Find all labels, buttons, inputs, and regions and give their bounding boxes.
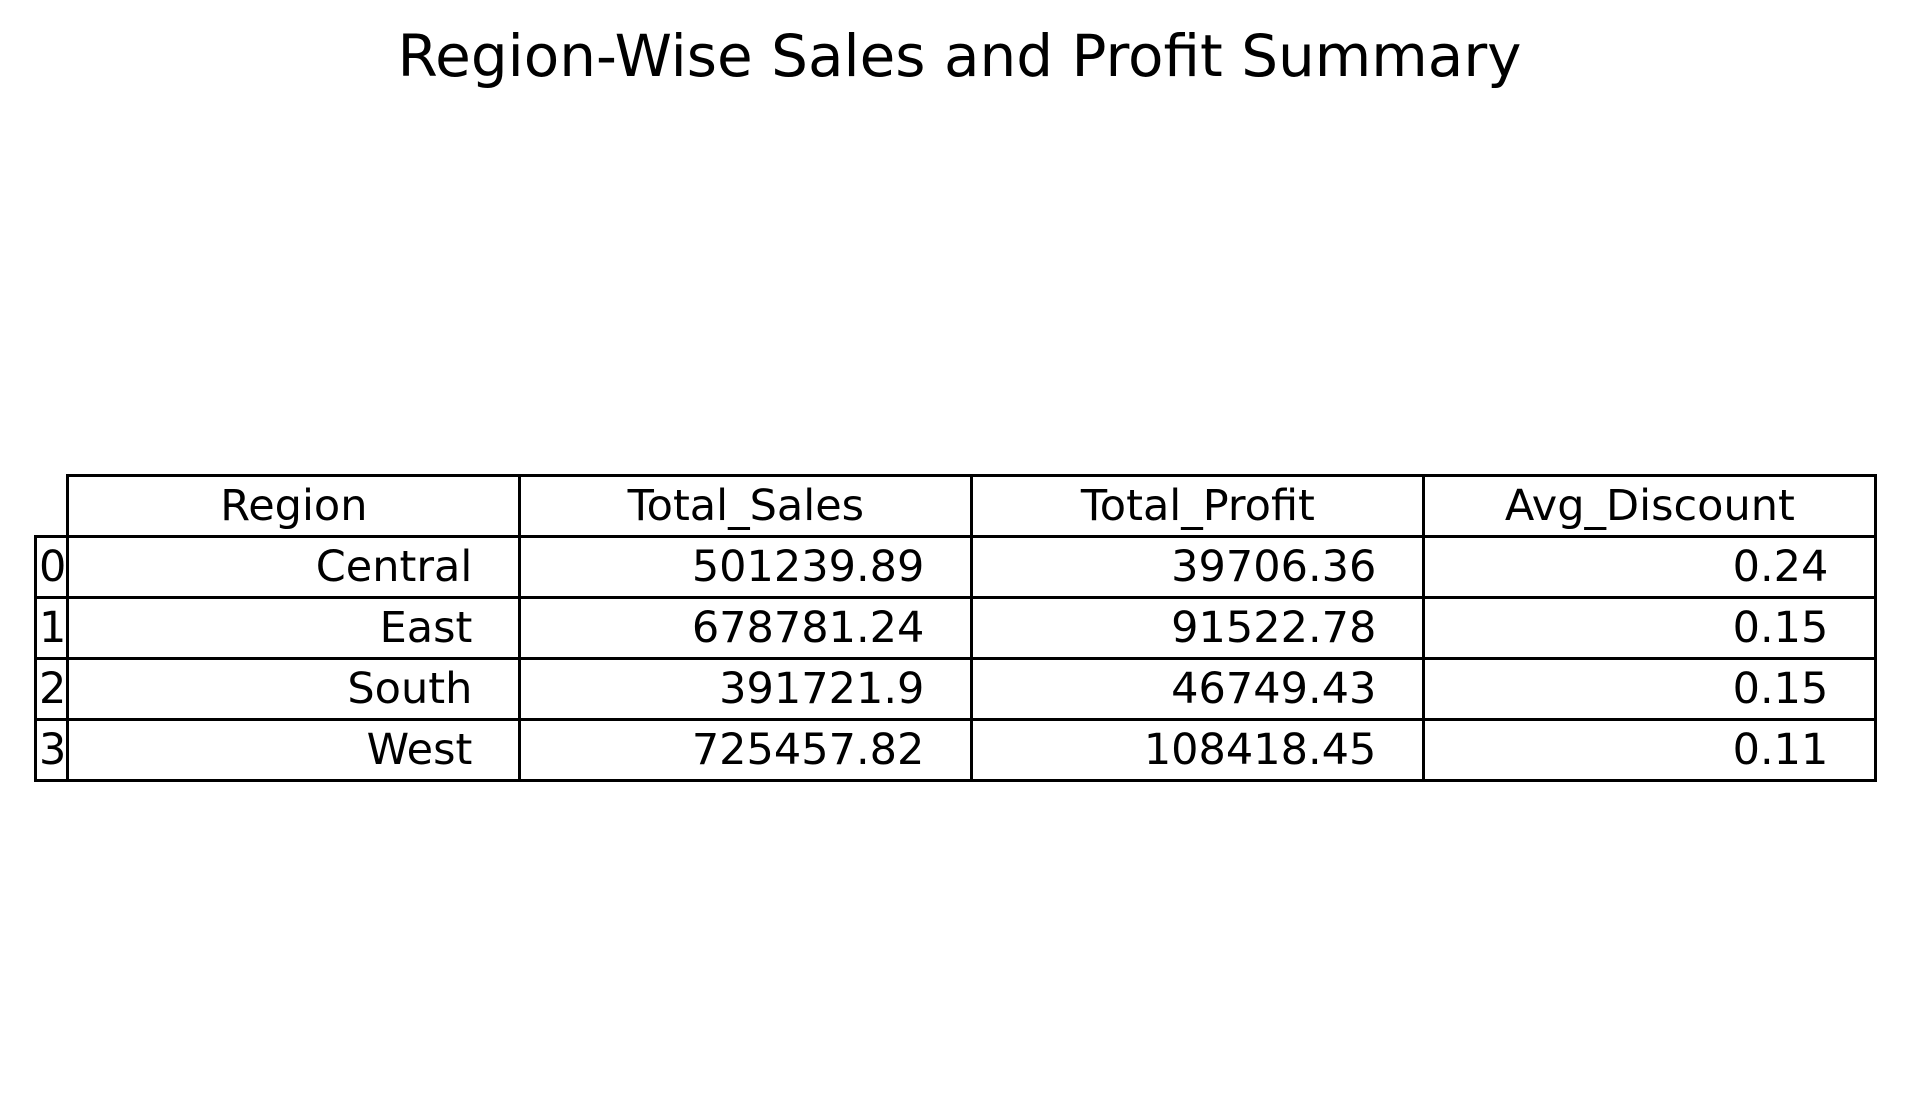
row-label: 1 xyxy=(33,596,70,660)
cell-total-sales: 678781.24 xyxy=(518,596,974,660)
cell-region: South xyxy=(66,657,522,721)
summary-table: Region Total_Sales Total_Profit Avg_Disc… xyxy=(33,474,1878,782)
cell-total-profit: 39706.36 xyxy=(970,535,1426,599)
cell-region: Central xyxy=(66,535,522,599)
table-row: 2 South 391721.9 46749.43 0.15 xyxy=(33,657,1878,721)
cell-avg-discount: 0.24 xyxy=(1422,535,1878,599)
column-header-total-profit: Total_Profit xyxy=(970,474,1426,538)
chart-title: Region-Wise Sales and Profit Summary xyxy=(397,22,1522,90)
column-header-region: Region xyxy=(66,474,522,538)
cell-avg-discount: 0.15 xyxy=(1422,596,1878,660)
table-header-row: Region Total_Sales Total_Profit Avg_Disc… xyxy=(36,474,1878,538)
cell-total-profit: 46749.43 xyxy=(970,657,1426,721)
cell-avg-discount: 0.15 xyxy=(1422,657,1878,721)
column-header-total-sales: Total_Sales xyxy=(518,474,974,538)
cell-total-profit: 108418.45 xyxy=(970,718,1426,782)
row-label: 2 xyxy=(33,657,70,721)
table-corner xyxy=(36,476,68,537)
row-label: 3 xyxy=(33,718,70,782)
table-row: 1 East 678781.24 91522.78 0.15 xyxy=(33,596,1878,660)
cell-region: East xyxy=(66,596,522,660)
cell-region: West xyxy=(66,718,522,782)
table-row: 0 Central 501239.89 39706.36 0.24 xyxy=(33,535,1878,599)
cell-total-sales: 391721.9 xyxy=(518,657,974,721)
cell-avg-discount: 0.11 xyxy=(1422,718,1878,782)
table-row: 3 West 725457.82 108418.45 0.11 xyxy=(33,718,1878,782)
cell-total-profit: 91522.78 xyxy=(970,596,1426,660)
row-label: 0 xyxy=(33,535,70,599)
cell-total-sales: 501239.89 xyxy=(518,535,974,599)
cell-total-sales: 725457.82 xyxy=(518,718,974,782)
column-header-avg-discount: Avg_Discount xyxy=(1422,474,1878,538)
